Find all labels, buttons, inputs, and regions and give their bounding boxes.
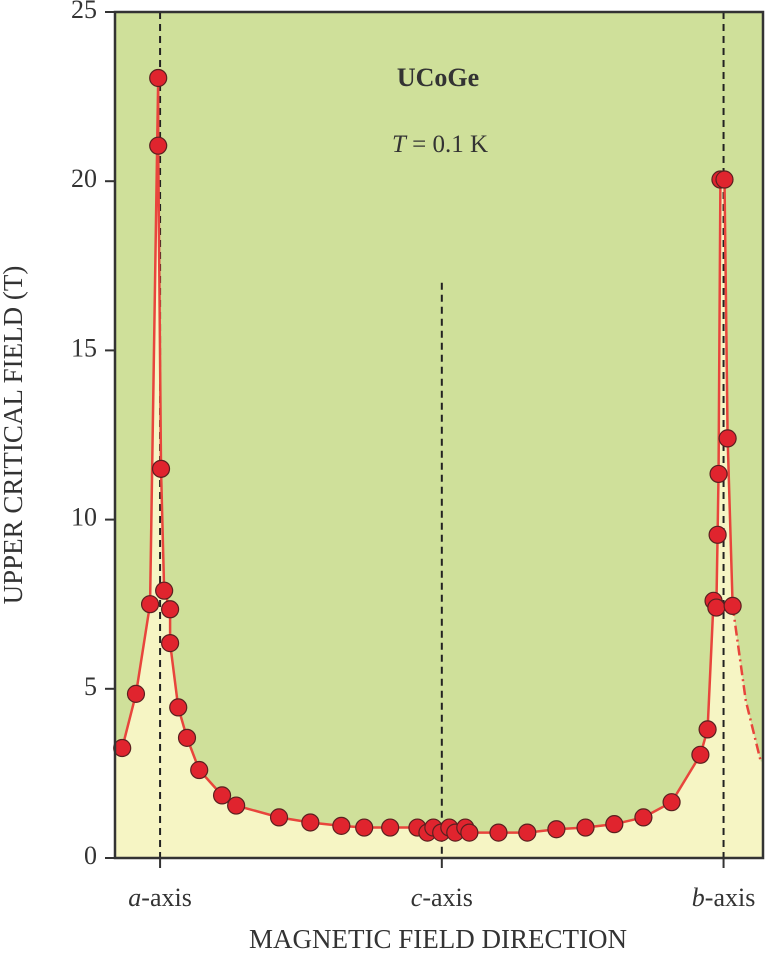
data-point <box>332 816 351 835</box>
series-line <box>731 605 763 762</box>
data-point <box>723 596 742 615</box>
plot-area <box>113 10 765 860</box>
chart-title: UCoGe <box>397 63 479 92</box>
data-point <box>269 808 289 827</box>
data-point <box>155 581 174 600</box>
data-point <box>707 598 726 617</box>
y-tick-label: 0 <box>84 841 97 870</box>
data-point <box>489 823 508 842</box>
data-point <box>190 760 209 780</box>
x-tick-label: c-axis <box>411 883 473 912</box>
data-point <box>460 823 479 842</box>
plot-background <box>115 12 763 858</box>
data-point <box>518 823 537 842</box>
data-point <box>126 684 146 703</box>
data-point <box>691 745 710 764</box>
data-point <box>547 820 566 839</box>
x-tick-label: a-axis <box>128 883 192 912</box>
data-point <box>709 464 728 484</box>
y-tick-label: 5 <box>84 672 97 701</box>
data-point <box>149 136 168 155</box>
x-tick-label: b-axis <box>692 883 756 912</box>
data-point <box>576 818 595 837</box>
data-point <box>355 818 374 837</box>
data-point <box>301 813 320 832</box>
data-point <box>605 815 624 834</box>
data-point <box>718 429 737 448</box>
data-point <box>634 808 653 827</box>
data-point <box>160 600 180 619</box>
y-tick-label: 15 <box>71 333 97 362</box>
data-point <box>212 786 232 805</box>
data-point <box>715 170 734 189</box>
area-fill <box>115 77 763 859</box>
plot-frame <box>113 10 765 860</box>
data-point <box>113 738 132 758</box>
y-axis-label: UPPER CRITICAL FIELD (T) <box>0 266 28 605</box>
data-point <box>177 728 197 747</box>
data-point <box>149 68 168 88</box>
annotation: T = 0.1 K <box>392 131 488 158</box>
data-point <box>151 459 171 478</box>
data-point <box>140 595 160 614</box>
data-point <box>381 818 400 837</box>
x-axis-label: MAGNETIC FIELD DIRECTION <box>249 924 627 954</box>
data-point <box>662 793 681 812</box>
y-tick-label: 10 <box>71 503 97 532</box>
data-point <box>160 634 180 653</box>
data-point <box>708 525 727 544</box>
data-point <box>227 796 246 815</box>
y-tick-label: 25 <box>71 0 97 24</box>
data-point <box>698 720 717 739</box>
y-tick-label: 20 <box>71 164 97 193</box>
data-point <box>169 698 188 717</box>
